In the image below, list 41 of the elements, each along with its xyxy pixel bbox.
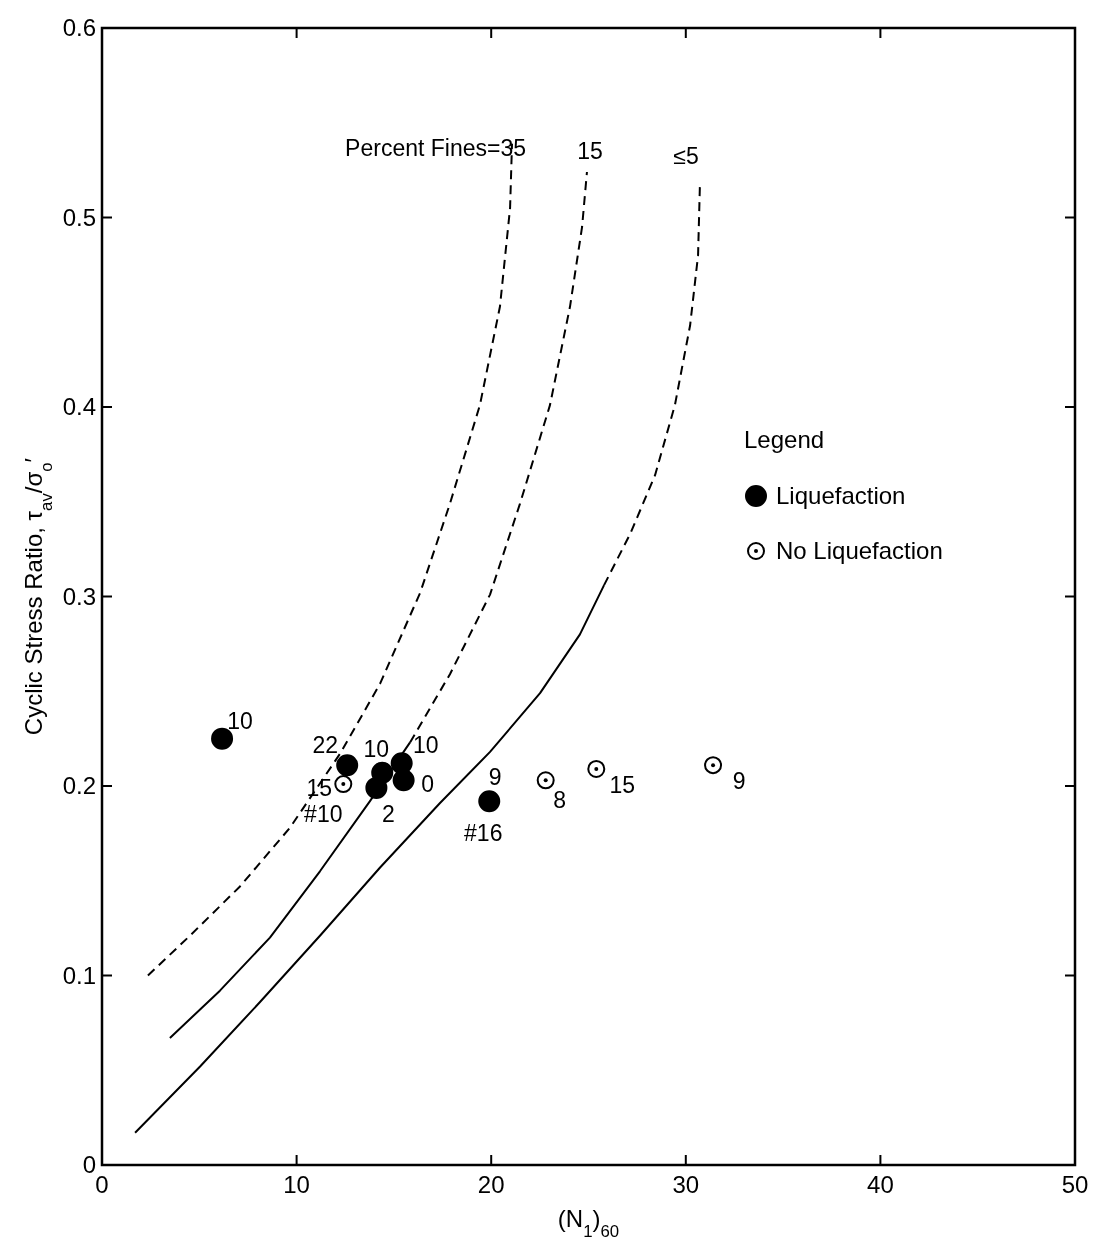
y-tick-label: 0.5 [62, 203, 96, 231]
legend-label: Liquefaction [776, 482, 906, 509]
point [365, 776, 388, 799]
annotation: 15 [577, 138, 603, 165]
x-tick-label: 30 [672, 1171, 700, 1198]
annotation: 9 [488, 764, 502, 791]
annotation: 10 [412, 732, 439, 759]
y-tick-label: 0 [82, 1151, 96, 1178]
annotation: 2 [381, 800, 395, 827]
annotation: 15 [609, 771, 636, 798]
x-axis-title: (N$_{1}$)$_{60}$ [557, 1205, 620, 1239]
annotation: 0 [421, 771, 435, 798]
annotation: 8 [553, 787, 567, 814]
annotation: 10 [227, 707, 253, 734]
x-tick-label: 20 [477, 1171, 505, 1198]
legend-title: Legend [744, 426, 825, 453]
point [704, 756, 723, 775]
y-tick-label: 0.6 [62, 14, 96, 41]
annotation: 9 [732, 768, 746, 795]
annotation: #10 [304, 801, 343, 828]
legend-label: No Liquefaction [776, 537, 943, 564]
y-tick-label: 0.2 [62, 772, 96, 799]
annotation: Percent Fines=35 [345, 134, 527, 161]
point [334, 775, 353, 794]
annotation: 22 [312, 732, 338, 759]
y-tick-label: 0.1 [62, 961, 96, 989]
y-tick-label: 0.4 [62, 393, 96, 420]
annotation: #16 [464, 820, 503, 847]
point [392, 769, 415, 792]
point [336, 754, 359, 777]
x-tick-label: 10 [283, 1171, 310, 1198]
annotation: ≤5 [673, 143, 699, 170]
point [478, 790, 501, 813]
point [536, 771, 555, 790]
point [390, 752, 413, 775]
y-tick-label: 0.3 [62, 582, 96, 610]
annotation: 10 [363, 735, 390, 762]
point [587, 759, 606, 778]
x-tick-label: 40 [867, 1171, 894, 1198]
point [211, 727, 234, 750]
x-tick-label: 50 [1061, 1171, 1089, 1198]
